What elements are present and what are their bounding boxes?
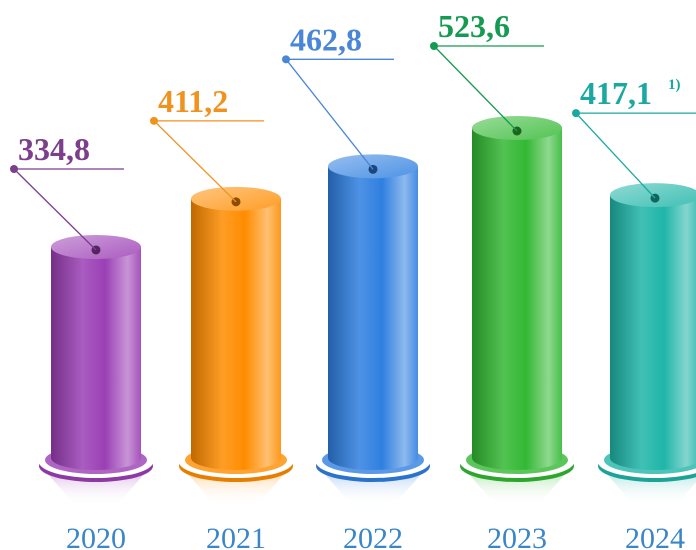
value-label-text: 462,8 [290, 21, 362, 57]
year-label-2022: 2022 [343, 522, 403, 550]
value-label-2022: 462,8 [282, 21, 394, 170]
leader-line [13, 168, 97, 251]
value-label-text: 417,1 [580, 75, 652, 111]
bar-glow [46, 472, 146, 506]
leader-line [153, 120, 237, 203]
bar-2023 [460, 116, 574, 506]
label-dot [282, 55, 290, 64]
year-label-2020: 2020 [66, 522, 126, 550]
leader-line [433, 45, 518, 132]
value-label-2020: 334,8 [10, 131, 124, 251]
leader-line [575, 112, 656, 199]
year-labels-group: 2020 2021 2022 2023 2024 [66, 522, 685, 550]
year-label-2024: 2024 [625, 522, 685, 550]
value-label-text: 411,2 [158, 83, 228, 119]
label-dot [430, 42, 438, 50]
value-label-2023: 523,6 [430, 8, 544, 132]
value-label-2024: 417,1 1) [572, 75, 696, 199]
footnote-marker: 1) [668, 77, 681, 93]
label-dot [572, 109, 580, 118]
year-label-2023: 2023 [487, 522, 547, 550]
bar-body [610, 195, 696, 470]
bar-2021 [179, 186, 293, 506]
labels-group: 334,8 411,2 462,8 523,6 417,1 1) [10, 8, 696, 251]
bar-body [328, 166, 418, 470]
label-dot [10, 164, 18, 173]
bar-body [472, 128, 562, 470]
label-dot [150, 116, 158, 125]
bars-group [39, 116, 696, 506]
value-label-text: 523,6 [438, 8, 510, 44]
bar-glow [186, 472, 286, 506]
bar-glow [467, 472, 567, 506]
bar-2020 [39, 234, 153, 506]
value-label-2021: 411,2 [150, 83, 264, 203]
bar-2022 [316, 154, 430, 506]
bar-body [191, 198, 281, 470]
leader-line [285, 58, 374, 170]
value-label-text: 334,8 [18, 131, 90, 167]
bar-body [51, 246, 141, 470]
bar-2024 [598, 183, 696, 506]
bar-glow [323, 472, 423, 506]
year-label-2021: 2021 [206, 522, 266, 550]
